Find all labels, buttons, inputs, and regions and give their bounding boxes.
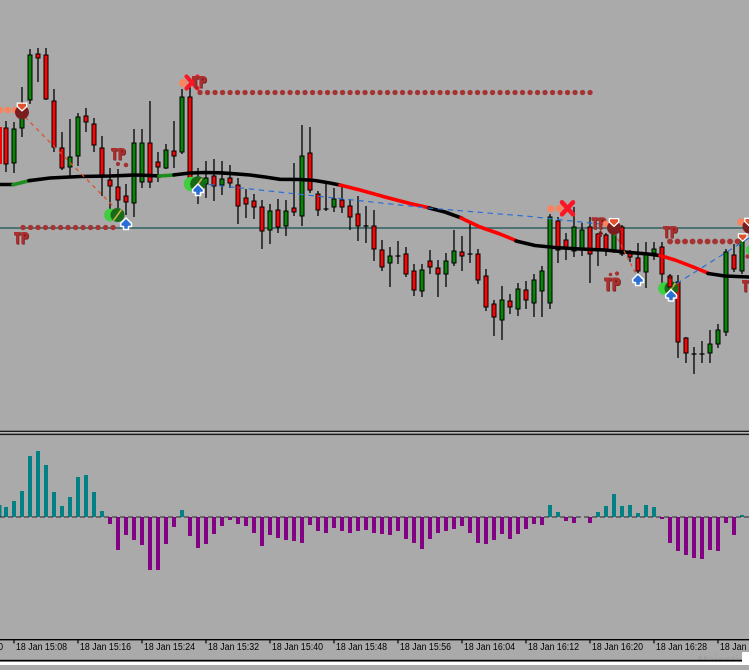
svg-text:18 Jan 16:20: 18 Jan 16:20	[592, 642, 643, 653]
svg-text:18 Jan 16:04: 18 Jan 16:04	[464, 642, 515, 653]
svg-text:18 Jan 16:28: 18 Jan 16:28	[656, 642, 707, 653]
svg-text:18 Jan 16:36: 18 Jan 16:36	[720, 642, 749, 653]
svg-text:18 Jan 15:56: 18 Jan 15:56	[400, 642, 451, 653]
svg-text:18 Jan 15:08: 18 Jan 15:08	[16, 642, 67, 653]
svg-text:18 Jan 16:12: 18 Jan 16:12	[528, 642, 579, 653]
svg-text:18 Jan 15:32: 18 Jan 15:32	[208, 642, 259, 653]
svg-text:18 Jan 15:48: 18 Jan 15:48	[336, 642, 387, 653]
svg-text:18 Jan 15:00: 18 Jan 15:00	[0, 642, 3, 653]
svg-text:18 Jan 15:24: 18 Jan 15:24	[144, 642, 195, 653]
svg-text:18 Jan 15:40: 18 Jan 15:40	[272, 642, 323, 653]
svg-text:18 Jan 15:16: 18 Jan 15:16	[80, 642, 131, 653]
